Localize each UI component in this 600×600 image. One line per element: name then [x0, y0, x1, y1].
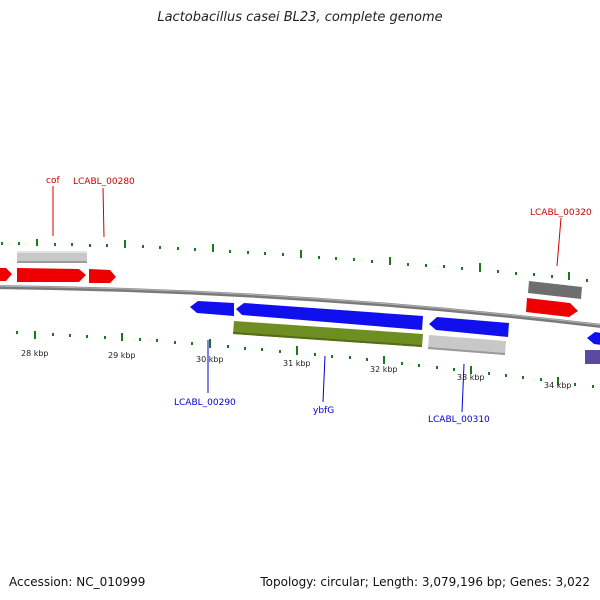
upper-ticks — [1, 239, 588, 282]
tick-label: 32 kbp — [370, 365, 398, 374]
tick-label: 28 kbp — [21, 349, 49, 358]
tick-label: 30 kbp — [196, 355, 224, 364]
gene-feature-grey[interactable] — [17, 251, 87, 263]
tick-label: 29 kbp — [108, 351, 136, 360]
gene-feature-blue[interactable] — [587, 332, 600, 345]
gene-feature-olive[interactable] — [233, 321, 423, 347]
gene-feature-red[interactable] — [89, 269, 116, 283]
gene-feature-red[interactable] — [526, 298, 578, 317]
gene-label[interactable]: LCABL_00290 — [174, 398, 236, 408]
label-leaders — [52, 186, 562, 413]
gene-label[interactable]: LCABL_00320 — [530, 208, 592, 218]
accession-text: Accession: NC_010999 — [9, 575, 146, 589]
gene-label[interactable]: LCABL_00310 — [428, 415, 490, 425]
genome-backbone — [0, 285, 600, 328]
gene-feature-red[interactable] — [0, 268, 12, 281]
lower-ticks — [16, 331, 594, 388]
gene-feature-red[interactable] — [17, 268, 86, 282]
tick-label: 34 kbp — [544, 381, 572, 390]
gene-feature-blue[interactable] — [190, 301, 234, 316]
gene-feature-blue[interactable] — [236, 303, 423, 330]
tick-label: 31 kbp — [283, 359, 311, 368]
gene-label[interactable]: cof — [46, 176, 60, 186]
tick-label: 33 kbp — [457, 373, 485, 382]
map-title: Lactobacillus casei BL23, complete genom… — [157, 10, 443, 25]
forward-features — [0, 251, 582, 317]
genome-summary-text: Topology: circular; Length: 3,079,196 bp… — [260, 575, 590, 589]
gene-feature-grey[interactable] — [528, 281, 582, 299]
gene-feature-purple[interactable] — [585, 350, 600, 364]
gene-label[interactable]: LCABL_00280 — [73, 177, 135, 187]
reverse-features — [190, 301, 600, 364]
gene-label[interactable]: ybfG — [313, 406, 334, 416]
gene-feature-blue[interactable] — [429, 317, 509, 337]
